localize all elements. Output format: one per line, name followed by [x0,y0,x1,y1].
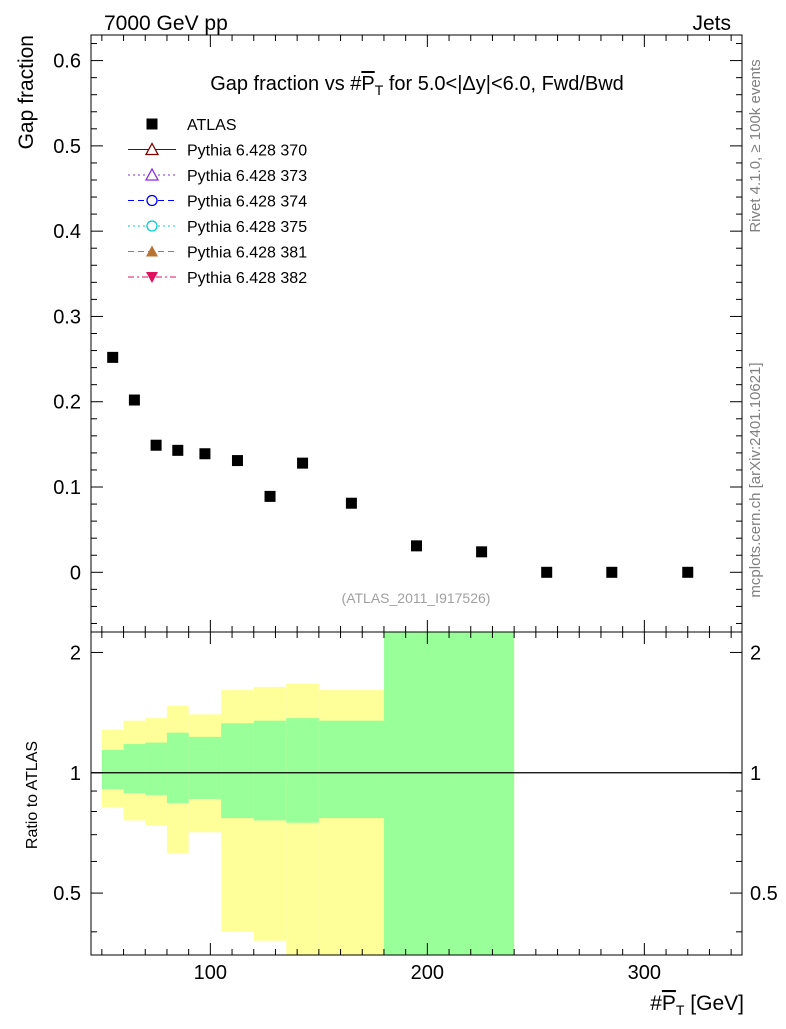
ratio-uncertainty-band-inner [123,744,146,793]
main-y-tick-label: 0.5 [53,136,81,158]
legend: ATLAS Pythia 6.428 370 Pythia 6.428 373 Pyt… [128,117,307,287]
plot-title: Gap fraction vs #PT for 5.0<|Δy|<6.0, Fw… [210,73,624,98]
ratio-uncertainty-band-inner [221,723,254,819]
legend-marker-atlas [146,118,158,130]
legend-marker-circle [146,220,158,232]
legend-label: Pythia 6.428 381 [187,245,307,262]
atlas-data-point [128,394,140,406]
atlas-data-point [411,540,422,552]
ratio-uncertainty-band-inner [145,742,167,795]
ratio-plot-frame [90,631,743,956]
ratio-uncertainty-band-inner [166,732,189,804]
legend-label: Pythia 6.428 373 [187,168,307,185]
ratio-y-tick-label-right: 2 [750,642,761,664]
atlas-data-point [231,455,243,467]
atlas-data-point [264,490,276,502]
atlas-data-point [682,566,694,578]
ratio-y-tick-label: 2 [70,642,81,664]
ratio-y-tick-label: 0.5 [53,883,81,905]
header-process-label: Jets [692,12,731,35]
ratio-x-tick-label: 100 [194,962,227,984]
main-y-tick-label: 0.4 [53,221,81,243]
main-y-tick-label: 0.2 [53,392,81,414]
atlas-data-point [345,497,357,509]
legend-label: Pythia 6.428 382 [187,270,307,287]
rivet-version-label: Rivet 4.1.0, ≥ 100k events [747,59,764,232]
atlas-data-point [172,444,184,456]
legend-marker-triangle-down [146,272,158,283]
legend-label: Pythia 6.428 370 [187,143,307,160]
ratio-plot-panel: 0.5 0.5 1 1 2 2 100 200 300 [53,631,778,984]
analysis-id-label: (ATLAS_2011_I917526) [342,590,491,606]
legend-marker-triangle [144,167,160,181]
ratio-uncertainty-band-inner [253,720,287,821]
main-y-tick-label: 0.1 [53,477,81,499]
ratio-uncertainty-band-inner [318,720,384,819]
legend-marker-circle [146,194,158,207]
ratio-y-tick-label-right: 0.5 [750,883,778,905]
mcplots-source-label: mcplots.cern.ch [arXiv:2401.10621] [747,362,764,597]
ratio-x-tick-label: 300 [628,962,661,984]
atlas-data-point [150,439,162,451]
main-y-tick-label: 0 [70,562,81,584]
ratio-y-axis-label: Ratio to ATLAS [24,741,41,849]
atlas-data-point [107,351,119,363]
ratio-uncertainty-band-inner [188,736,222,799]
main-y-axis-label: Gap fraction [15,35,38,149]
legend-marker-triangle [144,142,160,156]
atlas-data-point [297,457,309,469]
legend-label: Pythia 6.428 375 [187,219,307,236]
header-energy-label: 7000 GeV pp [104,12,228,35]
ratio-uncertainty-band-inner [449,632,515,955]
ratio-uncertainty-band-inner [101,750,124,790]
atlas-data-point [541,566,553,578]
ratio-uncertainty-band-inner [286,718,319,823]
atlas-data-point [476,546,488,558]
main-y-tick-label: 0.6 [53,51,81,73]
legend-label: ATLAS [187,117,237,134]
ratio-uncertainty-band-inner [383,632,450,955]
legend-label: Pythia 6.428 374 [187,194,307,211]
x-axis-label: #PT [GeV] [650,992,744,1018]
atlas-data-point [606,566,618,578]
ratio-y-tick-label: 1 [70,763,81,785]
ratio-y-tick-label-right: 1 [750,763,761,785]
main-y-tick-label: 0.3 [53,306,81,328]
legend-marker-triangle-filled [146,245,158,257]
ratio-x-tick-label: 200 [411,962,444,984]
atlas-data-point [199,448,211,460]
